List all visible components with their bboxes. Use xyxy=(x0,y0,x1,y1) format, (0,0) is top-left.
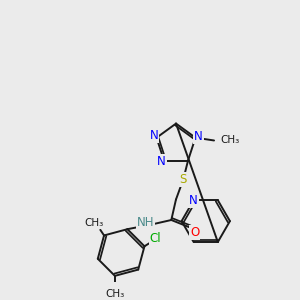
Text: CH₃: CH₃ xyxy=(105,290,124,299)
Text: Cl: Cl xyxy=(150,232,161,245)
Text: N: N xyxy=(194,130,203,143)
Text: N: N xyxy=(189,194,198,207)
Text: S: S xyxy=(180,172,187,186)
Text: O: O xyxy=(190,226,199,238)
Text: CH₃: CH₃ xyxy=(220,136,240,146)
Text: CH₃: CH₃ xyxy=(84,218,104,228)
Text: N: N xyxy=(157,155,166,168)
Text: NH: NH xyxy=(136,216,154,229)
Text: N: N xyxy=(149,129,158,142)
